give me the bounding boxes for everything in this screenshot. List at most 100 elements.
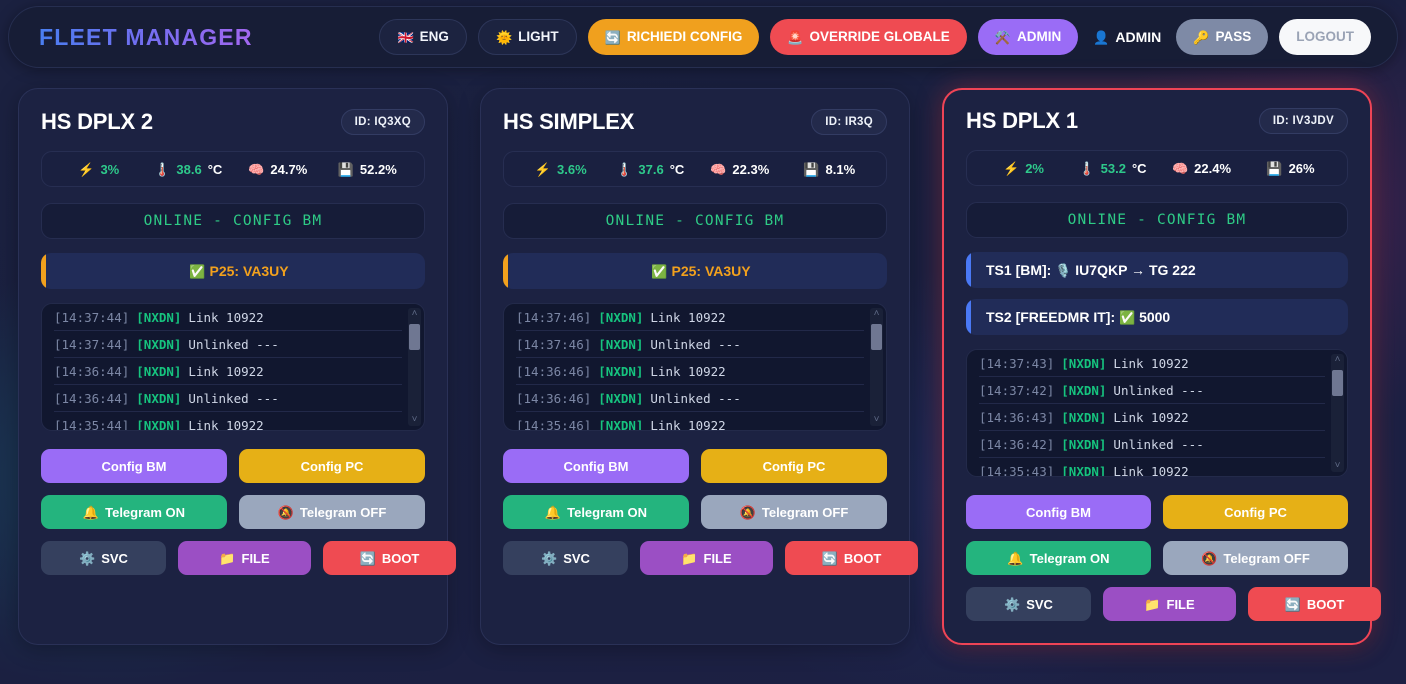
scroll-up-icon[interactable]: ˄ <box>1334 354 1341 365</box>
log-mode-tag: [NXDN] <box>1061 382 1107 398</box>
config-pc-button[interactable]: Config PC <box>239 449 425 483</box>
bell-icon: 🔔 <box>1007 550 1024 566</box>
boot-button[interactable]: 🔄 BOOT <box>323 541 456 575</box>
mode-status-text: P25: VA3UY <box>209 263 289 279</box>
file-button[interactable]: 📁 FILE <box>1103 587 1236 621</box>
device-card: HS SIMPLEX ID: IR3Q ⚡ 3.6% 🌡️ 37.6 °C 🧠 22.3% 💾 8.… <box>480 88 918 645</box>
device-log-panel[interactable]: [14:37:44] [NXDN] Link 10922 [14:37:44] [NXD… <box>41 303 425 431</box>
telegram-on-button[interactable]: 🔔 Telegram ON <box>966 541 1151 575</box>
file-button[interactable]: 📁 FILE <box>178 541 311 575</box>
log-timestamp: [14:35:46] <box>516 417 592 431</box>
device-log-panel[interactable]: [14:37:46] [NXDN] Link 10922 [14:37:46] [NXD… <box>503 303 887 431</box>
scroll-down-icon[interactable]: ˅ <box>873 414 880 425</box>
check-icon: ✅ <box>1119 309 1136 325</box>
log-message: Link 10922 <box>188 309 264 325</box>
scroll-down-icon[interactable]: ˅ <box>1334 460 1341 471</box>
language-button[interactable]: 🇬🇧 ENG <box>379 19 467 55</box>
log-line: [14:35:44] [NXDN] Link 10922 <box>54 412 402 431</box>
file-label: FILE <box>703 550 732 566</box>
telegram-on-button[interactable]: 🔔 Telegram ON <box>41 495 227 529</box>
telegram-on-button[interactable]: 🔔 Telegram ON <box>503 495 689 529</box>
config-bm-button[interactable]: Config BM <box>41 449 227 483</box>
log-mode-tag: [NXDN] <box>1061 409 1107 425</box>
config-pc-button[interactable]: Config PC <box>1163 495 1348 529</box>
bell-icon: 🔔 <box>82 504 100 520</box>
device-name: HS DPLX 2 <box>41 109 153 134</box>
log-timestamp: [14:37:46] <box>516 309 592 325</box>
config-bm-label: Config BM <box>101 458 167 474</box>
reboot-icon: 🔄 <box>821 550 838 566</box>
logout-button[interactable]: LOGOUT <box>1279 19 1371 55</box>
device-card: HS DPLX 1 ID: IV3JDV ⚡ 2% 🌡️ 53.2 °C 🧠 22.4% 💾 26%… <box>942 88 1381 645</box>
stat-disk-value: 8.1% <box>825 161 856 177</box>
user-icon: 👤 <box>1093 29 1110 45</box>
config-bm-button[interactable]: Config BM <box>966 495 1151 529</box>
tools-icon: ⚒️ <box>994 29 1011 45</box>
cpu-icon: ⚡ <box>78 161 95 177</box>
log-timestamp: [14:36:44] <box>54 363 130 379</box>
log-timestamp: [14:37:44] <box>54 309 130 325</box>
boot-button[interactable]: 🔄 BOOT <box>1248 587 1381 621</box>
scroll-down-icon[interactable]: ˅ <box>411 414 418 425</box>
folder-icon: 📁 <box>681 550 698 566</box>
scrollbar-thumb[interactable] <box>871 324 882 350</box>
scroll-up-icon[interactable]: ˄ <box>873 308 880 319</box>
device-name: HS SIMPLEX <box>503 109 635 134</box>
stat-disk-value: 52.2% <box>359 161 397 177</box>
disk-icon: 💾 <box>803 161 820 177</box>
file-button[interactable]: 📁 FILE <box>640 541 773 575</box>
cpu-icon: ⚡ <box>1003 160 1020 176</box>
override-global-button[interactable]: 🚨 OVERRIDE GLOBALE <box>770 19 967 55</box>
key-icon: 🔑 <box>1193 29 1210 45</box>
log-message: Unlinked --- <box>1113 382 1204 398</box>
log-timestamp: [14:37:46] <box>516 336 592 352</box>
alarm-icon: 🚨 <box>787 29 804 45</box>
stat-temperature-unit: °C <box>1131 160 1147 176</box>
stat-ram-value: 22.4% <box>1194 160 1232 176</box>
boot-button[interactable]: 🔄 BOOT <box>785 541 918 575</box>
telegram-off-button[interactable]: 🔕 Telegram OFF <box>701 495 887 529</box>
scroll-up-icon[interactable]: ˄ <box>411 308 418 319</box>
language-button-label: ENG <box>419 29 449 45</box>
log-message: Link 10922 <box>650 363 726 379</box>
request-config-button[interactable]: 🔄 RICHIEDI CONFIG <box>587 19 760 55</box>
theme-toggle-label: LIGHT <box>518 29 559 45</box>
service-label: SVC <box>101 550 128 566</box>
log-mode-tag: [NXDN] <box>136 309 182 325</box>
microphone-icon: 🎙️ <box>1055 262 1072 278</box>
scrollbar-thumb[interactable] <box>1332 370 1343 396</box>
admin-button[interactable]: ⚒️ ADMIN <box>977 19 1079 55</box>
log-line: [14:36:42] [NXDN] Unlinked --- <box>979 431 1325 458</box>
check-icon: ✅ <box>189 263 206 279</box>
telegram-off-button[interactable]: 🔕 Telegram OFF <box>1163 541 1348 575</box>
uk-flag-icon: 🇬🇧 <box>397 29 414 45</box>
device-actions: Config BM Config PC 🔔 Telegram ON 🔕 Telegram … <box>41 449 456 575</box>
stat-temperature: 🌡️ 37.6 °C <box>606 162 696 177</box>
service-button[interactable]: ⚙️ SVC <box>503 541 628 575</box>
password-button[interactable]: 🔑 PASS <box>1176 19 1269 55</box>
log-scrollbar[interactable]: ˄ ˅ <box>870 308 883 426</box>
log-line: [14:36:43] [NXDN] Link 10922 <box>979 404 1325 431</box>
action-row-telegram: 🔔 Telegram ON 🔕 Telegram OFF <box>41 495 425 529</box>
config-pc-label: Config PC <box>762 458 826 474</box>
log-scrollbar[interactable]: ˄ ˅ <box>408 308 421 426</box>
service-button[interactable]: ⚙️ SVC <box>966 587 1091 621</box>
scrollbar-thumb[interactable] <box>409 324 420 350</box>
log-message: Link 10922 <box>188 417 264 431</box>
log-scrollbar[interactable]: ˄ ˅ <box>1331 354 1344 472</box>
device-status: ONLINE - CONFIG BM <box>966 202 1348 238</box>
config-pc-button[interactable]: Config PC <box>701 449 887 483</box>
action-row-system: ⚙️ SVC 📁 FILE 🔄 BOOT <box>41 541 456 575</box>
brain-icon: 🧠 <box>248 161 265 177</box>
log-message: Link 10922 <box>650 417 726 431</box>
folder-icon: 📁 <box>1144 596 1161 612</box>
telegram-off-label: Telegram OFF <box>299 504 387 520</box>
device-log-panel[interactable]: [14:37:43] [NXDN] Link 10922 [14:37:42] [NXD… <box>966 349 1348 477</box>
log-mode-tag: [NXDN] <box>598 390 644 406</box>
telegram-off-button[interactable]: 🔕 Telegram OFF <box>239 495 425 529</box>
config-bm-button[interactable]: Config BM <box>503 449 689 483</box>
log-line: [14:36:44] [NXDN] Link 10922 <box>54 358 402 385</box>
theme-toggle-button[interactable]: 🌞 LIGHT <box>477 19 577 55</box>
stat-cpu: ⚡ 3% <box>54 162 144 177</box>
service-button[interactable]: ⚙️ SVC <box>41 541 166 575</box>
